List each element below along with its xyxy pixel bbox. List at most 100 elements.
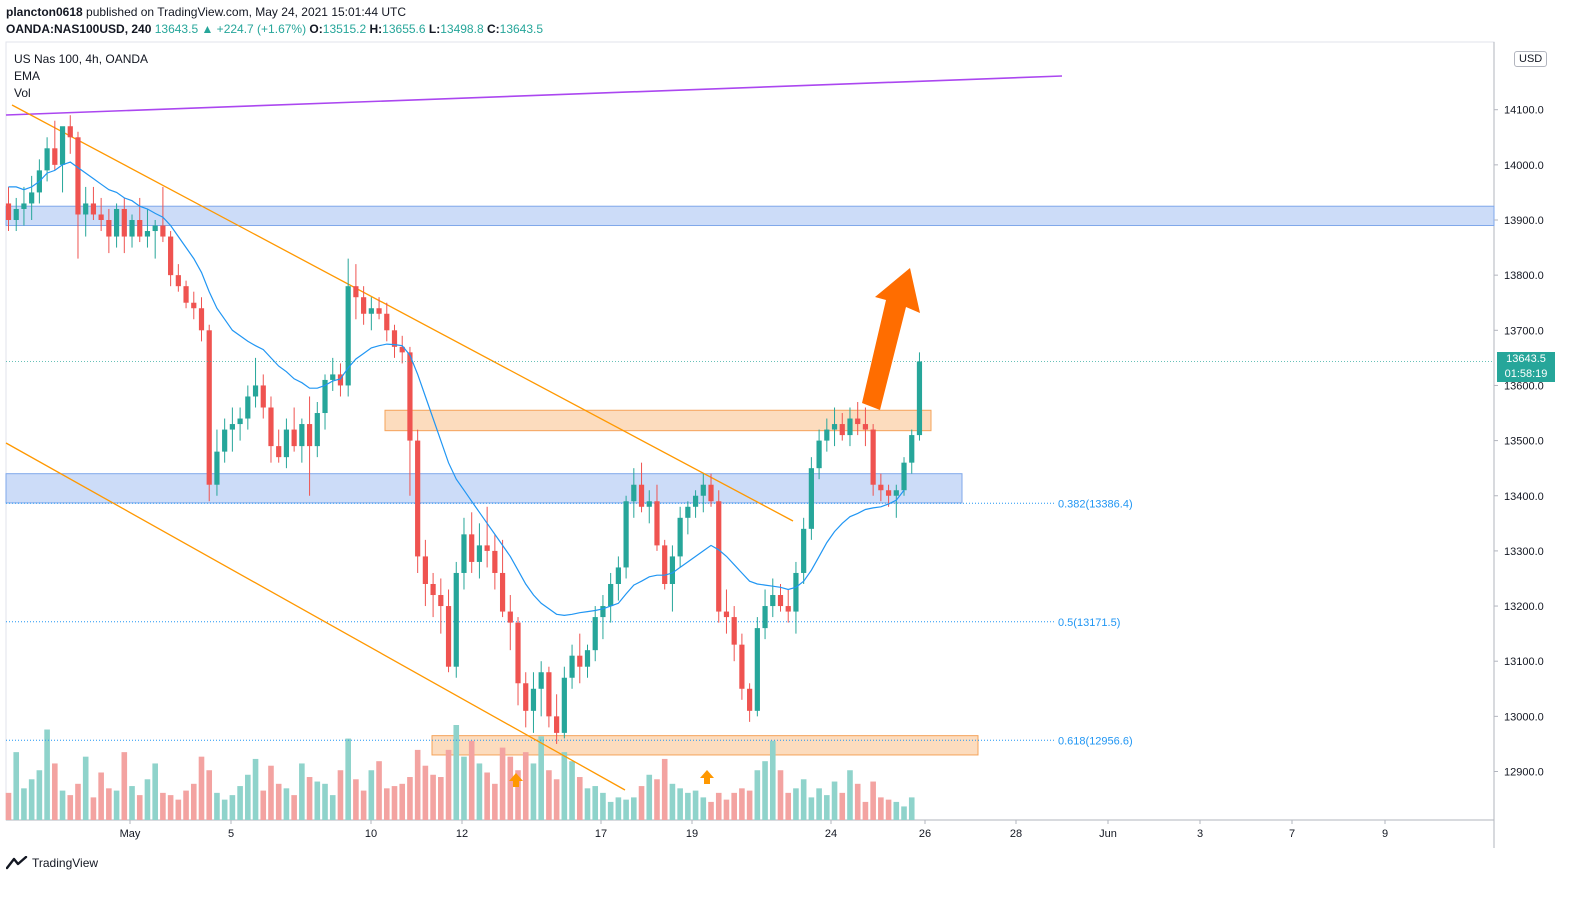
price-tick-label: 13500.0: [1504, 436, 1544, 448]
candle-body: [831, 424, 838, 430]
candle-body: [337, 374, 344, 386]
price-tick-label: 12900.0: [1504, 767, 1544, 779]
candle-body: [83, 203, 89, 215]
candle-body: [530, 688, 537, 711]
candle-body: [345, 286, 351, 386]
candle-body: [453, 572, 459, 667]
volume-bar: [862, 801, 869, 820]
volume-bar: [870, 781, 876, 820]
candle-body: [569, 655, 575, 678]
volume-bar: [399, 783, 406, 820]
volume-bar: [28, 779, 35, 820]
candle-body: [21, 203, 27, 209]
time-tick-label: 26: [919, 828, 931, 840]
fib-level-label: 0.618(12956.6): [1058, 735, 1133, 747]
volume-bar: [106, 788, 112, 820]
up-arrow-icon: [700, 770, 714, 784]
orange-zone: [431, 735, 979, 756]
volume-bar: [75, 783, 81, 820]
candle-body: [422, 556, 428, 584]
candle-body: [152, 225, 158, 232]
candle-body: [322, 379, 328, 414]
volume-bar: [908, 797, 915, 820]
volume-bar: [438, 777, 444, 820]
candle-body: [391, 330, 398, 347]
volume-bar: [615, 797, 622, 820]
publish-text: published on TradingView.com, May 24, 20…: [86, 5, 407, 19]
bullish-arrow-icon: [862, 268, 920, 410]
volume-bar: [391, 786, 398, 820]
candle-body: [306, 424, 313, 447]
candle-body: [376, 308, 382, 314]
candle-body: [252, 385, 259, 397]
volume-bar: [793, 788, 799, 820]
price-tick-label: 13400.0: [1504, 491, 1544, 503]
candle-body: [229, 424, 235, 430]
volume-bar: [322, 783, 328, 820]
candle-body: [592, 617, 598, 651]
candle-body: [214, 451, 220, 485]
chart-title[interactable]: US Nas 100, 4h, OANDA: [14, 52, 149, 66]
volume-bar: [237, 786, 243, 820]
candle-body: [700, 484, 706, 496]
tradingview-brand[interactable]: TradingView: [6, 856, 98, 870]
candle-body: [584, 650, 591, 667]
volume-bar: [607, 801, 614, 820]
volume-bar: [329, 795, 336, 820]
candle-body: [824, 429, 830, 441]
volume-bar: [839, 792, 846, 820]
candle-body: [716, 501, 722, 612]
volume-bar: [700, 797, 707, 820]
volume-bar: [631, 797, 637, 820]
currency-badge[interactable]: USD: [1514, 51, 1548, 67]
time-tick-label: 9: [1382, 828, 1388, 840]
volume-bar: [824, 795, 830, 820]
vol-legend[interactable]: Vol: [14, 86, 31, 100]
candle-body: [29, 192, 35, 204]
volume-bar: [90, 797, 97, 820]
volume-bar: [785, 792, 792, 820]
candle-body: [106, 220, 112, 237]
candle-body: [353, 286, 359, 298]
ema-legend[interactable]: EMA: [14, 69, 41, 83]
volume-bar: [360, 790, 367, 820]
candle-body: [175, 275, 181, 287]
close-label: C:: [486, 22, 500, 36]
ema-line: [8, 161, 905, 617]
candle-body: [183, 286, 189, 303]
symbol-label: OANDA:NAS100USD, 240: [6, 22, 152, 36]
ohlc-bar: OANDA:NAS100USD, 240 13643.5 ▲ +224.7 (+…: [6, 22, 543, 36]
price-tick-label: 13800.0: [1504, 270, 1544, 282]
candle-body: [399, 346, 405, 353]
tradingview-logo-icon: [6, 856, 28, 870]
candle-body: [206, 330, 212, 485]
volume-bar: [507, 756, 514, 820]
candle-body: [438, 595, 444, 607]
candle-body: [808, 468, 814, 529]
price-tick-label: 13200.0: [1504, 601, 1544, 613]
current-price-tag: 13643.5 01:58:19: [1497, 352, 1555, 382]
candle-body: [168, 236, 174, 276]
candle-body: [59, 126, 66, 165]
candle-body: [554, 716, 560, 733]
candle-body: [291, 429, 297, 447]
candle-body: [144, 231, 151, 237]
candle-body: [191, 302, 197, 309]
volume-bar: [692, 790, 699, 820]
time-tick-label: Jun: [1099, 828, 1117, 840]
volume-bar: [669, 783, 676, 820]
volume-bar: [831, 781, 838, 820]
current-price-value: 13643.5: [1506, 353, 1546, 365]
volume-bar: [221, 799, 228, 820]
candle-body: [98, 214, 104, 220]
author-name[interactable]: plancton0618: [6, 5, 83, 19]
volume-bar: [492, 783, 498, 820]
volume-bar: [561, 752, 568, 820]
candle-body: [762, 606, 768, 629]
candle-body: [361, 297, 367, 314]
candle-body: [515, 622, 521, 684]
close-value: 13643.5: [499, 22, 544, 36]
volume-bar: [337, 770, 344, 820]
volume-bar: [769, 740, 776, 820]
